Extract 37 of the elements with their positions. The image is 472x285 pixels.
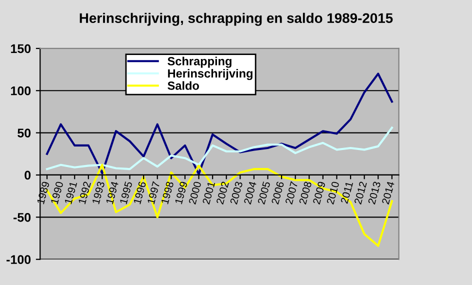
x-tick-label: 1991 bbox=[64, 181, 78, 204]
x-tick-label: 1990 bbox=[50, 181, 64, 204]
x-tick-label: 2011 bbox=[340, 181, 354, 204]
x-tick-label: 2005 bbox=[257, 181, 270, 205]
x-tick-label: 2004 bbox=[244, 181, 257, 205]
x-tick-label: 1998 bbox=[160, 181, 174, 204]
x-tick-label: 1992 bbox=[78, 181, 91, 204]
x-tick-label: 2000 bbox=[188, 181, 202, 205]
x-tick-label: 1999 bbox=[174, 181, 188, 204]
x-tick-label: 1997 bbox=[147, 181, 160, 204]
y-tick-label: 0 bbox=[24, 170, 31, 180]
x-tick-label: 1993 bbox=[92, 181, 105, 204]
x-tick-label: 2002 bbox=[216, 181, 229, 205]
x-tick-label: 2014 bbox=[382, 181, 395, 205]
x-tick-label: 2006 bbox=[271, 181, 284, 205]
x-tick-label: 1996 bbox=[133, 181, 146, 204]
x-tick-label: 2013 bbox=[368, 181, 381, 205]
y-tick-label: 150 bbox=[11, 44, 31, 54]
chart-title: Herinschrijving, schrapping en saldo 1989-2015 bbox=[80, 12, 393, 26]
legend-label: Herinschrijving bbox=[168, 68, 252, 80]
x-tick-label: 2001 bbox=[202, 181, 216, 205]
x-tick-label: 2008 bbox=[298, 181, 312, 205]
x-tick-label: 1995 bbox=[120, 181, 132, 204]
y-tick-label: 50 bbox=[18, 128, 31, 138]
x-tick-label: 2010 bbox=[326, 181, 340, 205]
x-tick-label: 2007 bbox=[285, 181, 298, 205]
line-series bbox=[46, 126, 393, 170]
y-tick-label: 100 bbox=[11, 86, 31, 96]
x-tick-label: 2012 bbox=[354, 181, 367, 205]
legend-label: Schrapping bbox=[168, 56, 232, 68]
y-tick-label: -50 bbox=[14, 212, 31, 222]
x-tick-label: 1989 bbox=[36, 181, 50, 204]
legend-label: Saldo bbox=[168, 81, 199, 90]
x-tick-label: 1994 bbox=[106, 181, 119, 204]
x-tick-label: 2003 bbox=[230, 181, 243, 205]
y-tick-label: -100 bbox=[6, 255, 31, 264]
x-tick-label: 2009 bbox=[312, 181, 326, 205]
